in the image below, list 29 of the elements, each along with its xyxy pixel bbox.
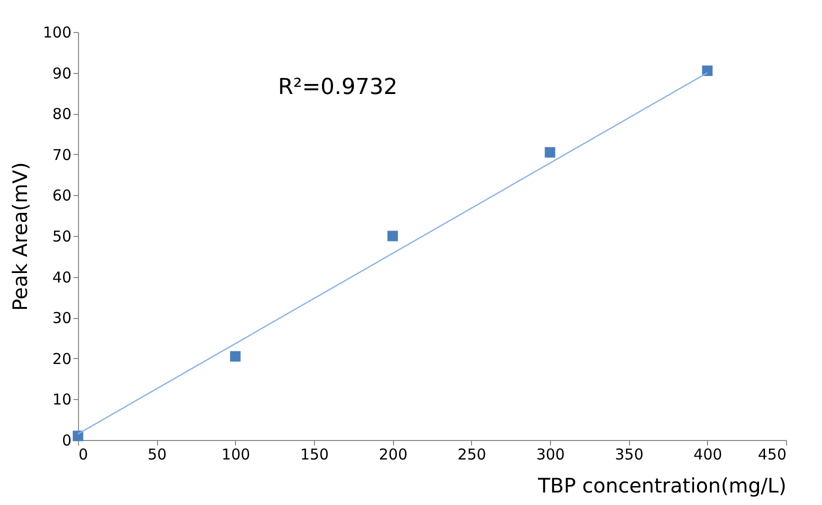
point <box>387 230 398 242</box>
x-tick-label: 200 <box>378 446 408 464</box>
x-tick-label: 150 <box>300 446 329 464</box>
annotation: R²=0.9732 <box>278 75 398 100</box>
x-axis-title: TBP concentration(mg/L) <box>536 474 786 498</box>
y-tick-label: 100 <box>42 24 72 42</box>
y-tick-label: 90 <box>52 64 72 82</box>
y-tick-label: 10 <box>52 390 72 409</box>
point <box>702 66 713 76</box>
point <box>230 351 241 362</box>
y-axis-title: Peak Area(mV) <box>8 162 32 311</box>
y-tick-label: 40 <box>52 268 72 286</box>
y-tick-label: 30 <box>52 309 72 328</box>
y-tick-label: 80 <box>52 105 72 124</box>
x-tick-label: 450 <box>758 446 786 464</box>
point <box>544 147 556 158</box>
y-tick-label: 60 <box>52 186 72 205</box>
y-tick-label: 50 <box>52 228 72 246</box>
y-tick-label: 70 <box>52 146 72 164</box>
x-tick-label: 300 <box>536 446 565 464</box>
x-tick-label: 50 <box>148 446 167 464</box>
point <box>72 430 84 442</box>
y-tick-label: 20 <box>52 350 72 368</box>
y-tick-label: 0 <box>62 432 72 450</box>
x-tick-label: 0 <box>78 446 88 464</box>
x-tick-label: 100 <box>222 446 250 464</box>
x-tick-label: 250 <box>458 446 486 464</box>
x-tick-label: 400 <box>694 446 722 464</box>
x-tick-label: 350 <box>614 446 644 464</box>
